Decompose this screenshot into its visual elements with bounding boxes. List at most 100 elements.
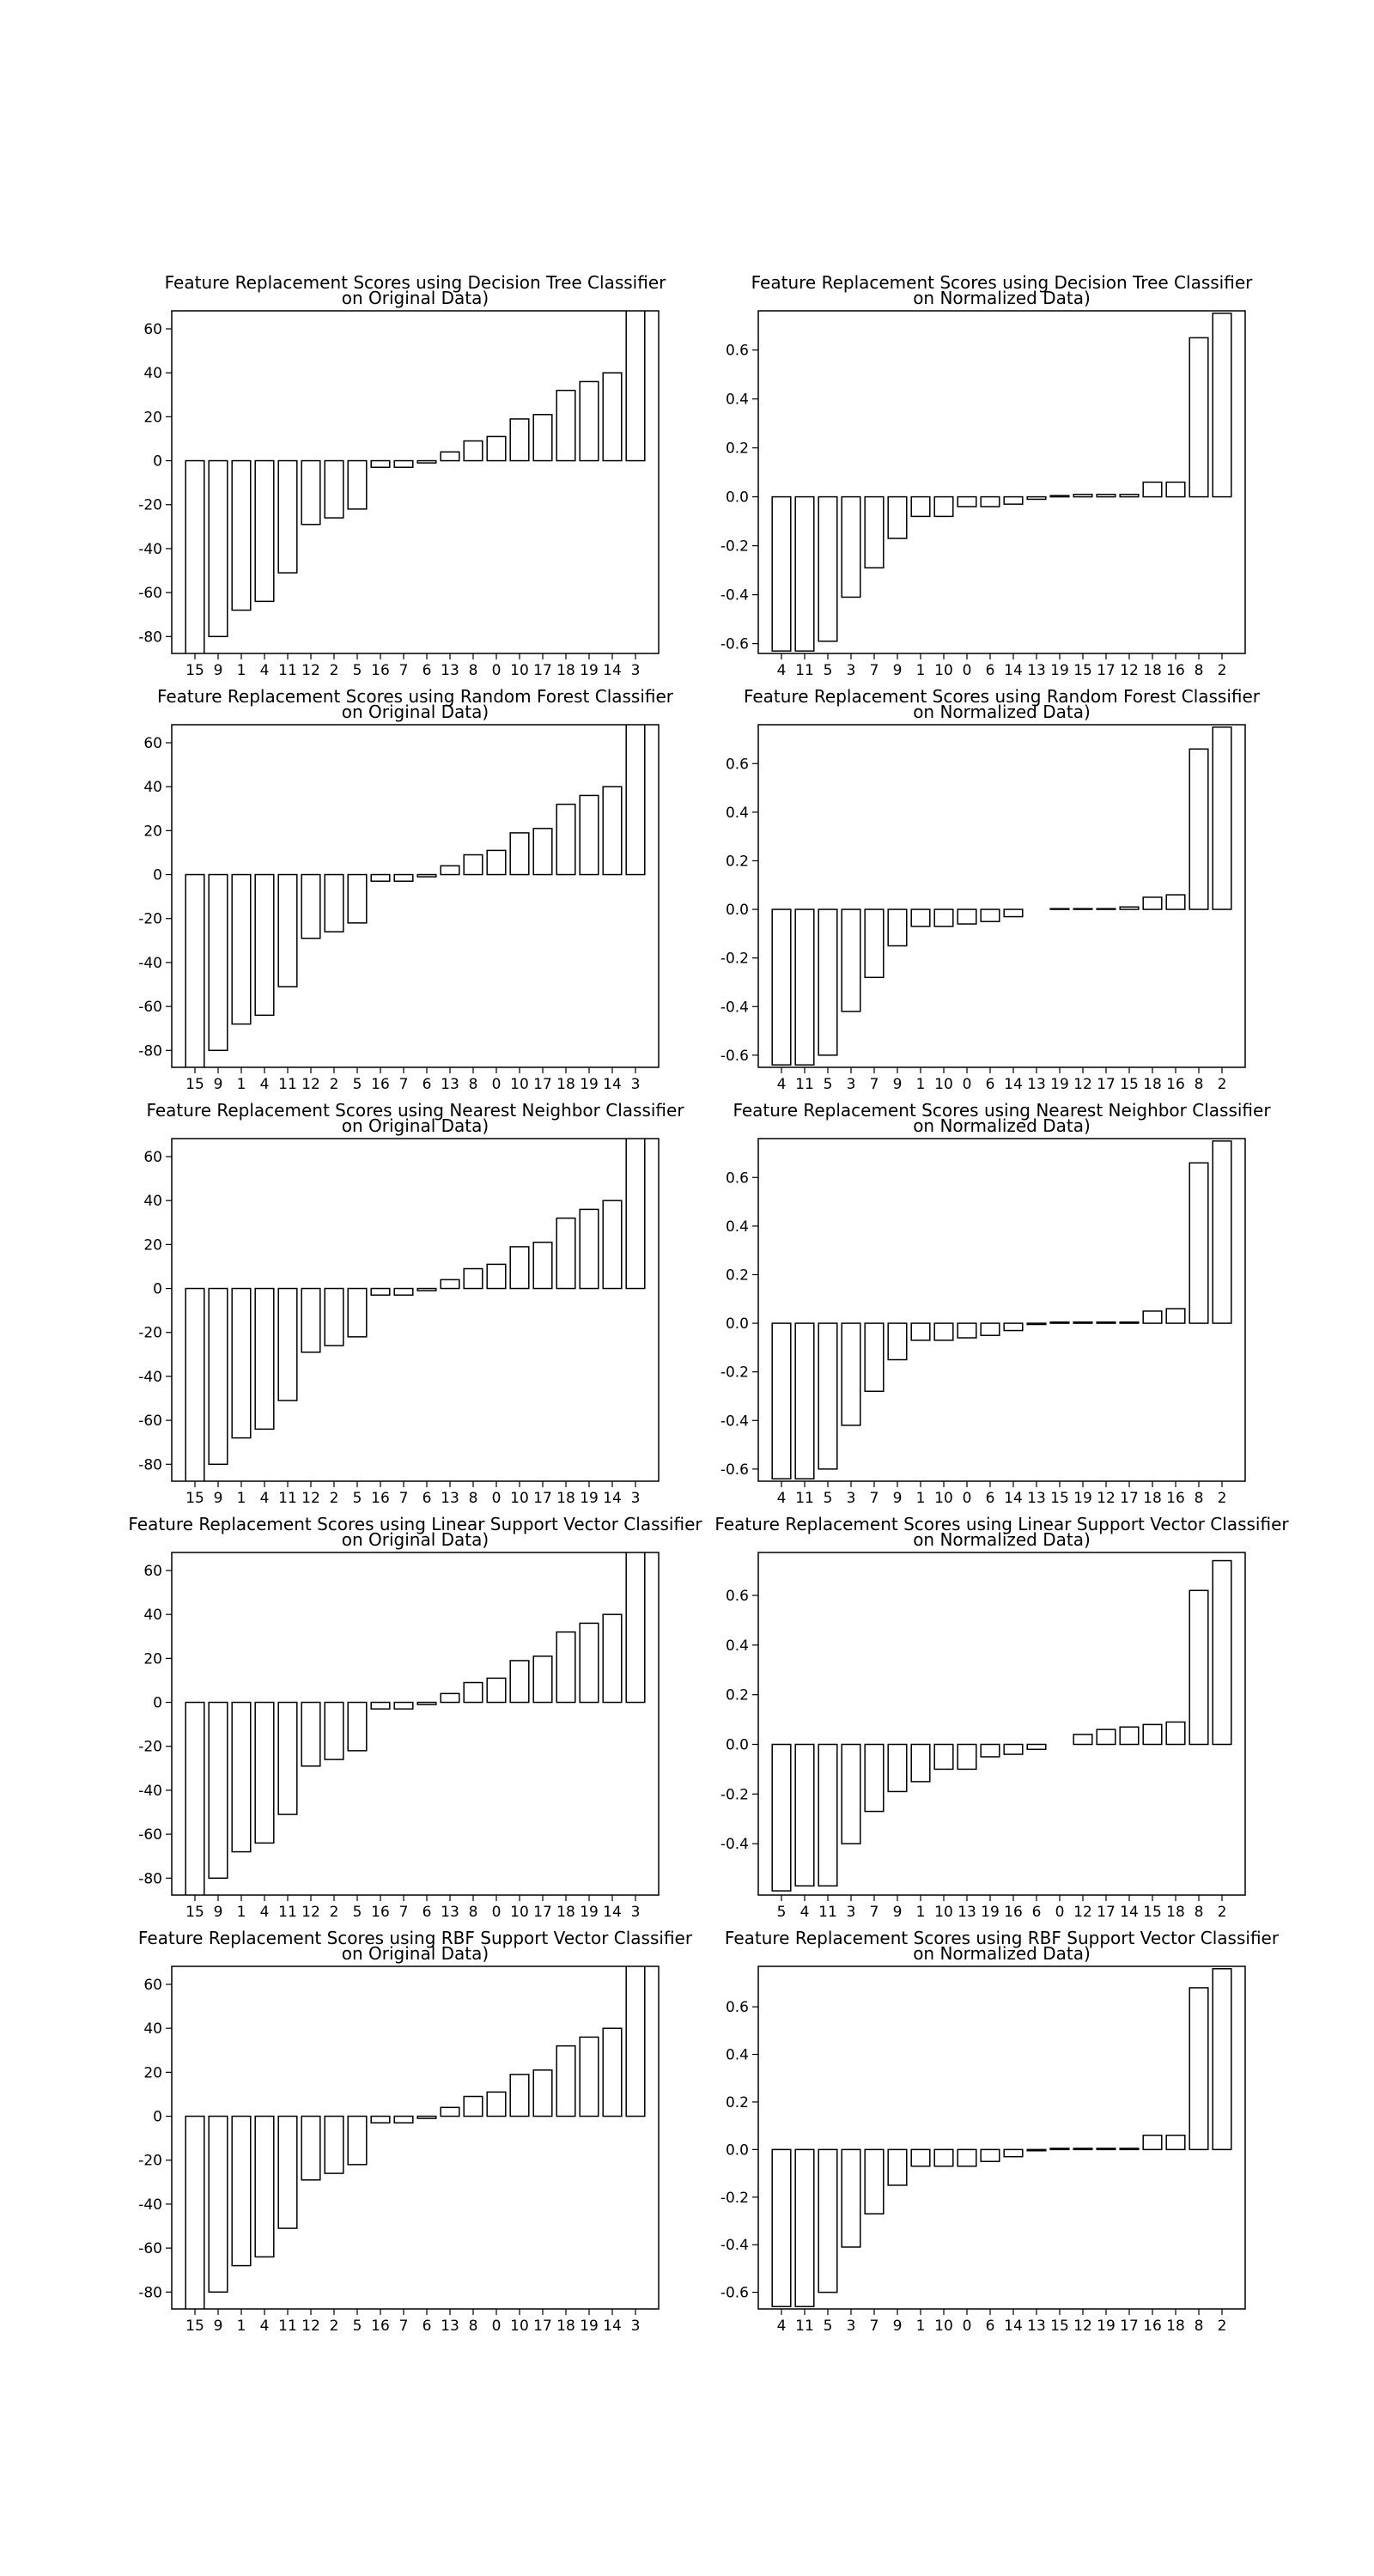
x-tick-label: 4 — [260, 1076, 270, 1093]
x-tick-label: 8 — [1195, 1076, 1204, 1093]
bar — [416, 459, 437, 464]
x-tick-label: 0 — [1055, 1904, 1065, 1921]
chart-title: Feature Replacement Scores using Linear … — [714, 1514, 1289, 1534]
y-tick-label: -0.6 — [720, 2285, 749, 2302]
bar — [841, 495, 861, 598]
x-tick-label: 15 — [1143, 1904, 1162, 1921]
x-tick-label: 15 — [185, 2318, 204, 2335]
x-tick-label: 0 — [492, 662, 502, 679]
y-tick-label: 0.2 — [726, 853, 749, 870]
bar — [208, 2115, 228, 2293]
bar — [370, 459, 391, 468]
bar — [1165, 2134, 1186, 2151]
y-tick-label: -40 — [138, 1369, 162, 1386]
chart: Feature Replacement Scores using RBF Sup… — [138, 1928, 693, 2335]
x-tick-label: 12 — [1073, 1076, 1092, 1093]
x-tick-label: 18 — [1143, 662, 1162, 679]
x-tick-label: 4 — [777, 2318, 787, 2335]
x-tick-label: 8 — [1195, 2318, 1204, 2335]
x-tick-label: 3 — [631, 2318, 641, 2335]
bar — [509, 1246, 530, 1290]
bar — [1212, 1140, 1232, 1324]
x-tick-label: 3 — [847, 1490, 856, 1507]
x-tick-label: 1 — [916, 1904, 926, 1921]
bar — [957, 908, 977, 925]
chart-title: Feature Replacement Scores using Decisio… — [751, 272, 1253, 293]
bar — [1165, 894, 1186, 910]
x-tick-label: 6 — [423, 1490, 432, 1507]
x-tick-label: 3 — [847, 1904, 856, 1921]
x-tick-label: 9 — [893, 1904, 903, 1921]
y-tick-label: 0.0 — [726, 489, 749, 507]
y-tick-label: 0.4 — [726, 1637, 749, 1655]
axes-frame — [171, 310, 660, 654]
y-tick-label: 0.4 — [726, 1218, 749, 1236]
bar — [794, 2148, 815, 2307]
bar — [277, 459, 298, 574]
bar — [1026, 495, 1047, 501]
x-tick-label: 2 — [330, 662, 339, 679]
chart: Feature Replacement Scores using Decisio… — [720, 272, 1253, 679]
chart-title: Feature Replacement Scores using Random … — [157, 686, 674, 707]
bar — [254, 1701, 275, 1844]
x-tick-label: 3 — [847, 662, 856, 679]
bar — [1212, 1968, 1232, 2151]
chart-title: on Normalized Data) — [913, 288, 1091, 308]
bar — [771, 908, 792, 1066]
bar — [416, 1701, 437, 1705]
bar — [980, 2148, 1000, 2162]
bar — [625, 725, 646, 876]
chart-title: Feature Replacement Scores using Linear … — [128, 1514, 702, 1534]
bar — [794, 1743, 815, 1887]
x-tick-label: 10 — [510, 662, 529, 679]
x-tick-label: 12 — [301, 1490, 320, 1507]
x-tick-label: 0 — [492, 1904, 502, 1921]
bar — [771, 495, 792, 652]
bar — [463, 1267, 483, 1290]
chart-title: on Normalized Data) — [913, 1529, 1091, 1550]
x-tick-label: 14 — [1004, 1490, 1023, 1507]
x-tick-label: 15 — [185, 1904, 204, 1921]
chart: Feature Replacement Scores using Linear … — [128, 1514, 702, 1921]
x-tick-label: 5 — [824, 1076, 833, 1093]
x-tick-label: 10 — [510, 2318, 529, 2335]
x-tick-label: 0 — [492, 1076, 502, 1093]
y-tick-label: -20 — [138, 1739, 162, 1756]
bars — [771, 1140, 1232, 1479]
x-tick-label: 9 — [893, 662, 903, 679]
x-tick-label: 5 — [777, 1904, 787, 1921]
chart-title: on Original Data) — [342, 1529, 489, 1550]
x-tick-label: 1 — [237, 1076, 246, 1093]
bar — [1119, 1726, 1140, 1746]
bar — [301, 2115, 321, 2181]
x-tick-label: 13 — [1027, 1490, 1046, 1507]
bar — [185, 1701, 205, 1895]
x-tick-label: 0 — [963, 662, 972, 679]
y-tick-label: -60 — [138, 2240, 162, 2257]
bar — [1142, 2134, 1163, 2151]
bar — [818, 495, 838, 642]
x-tick-label: 19 — [580, 1076, 599, 1093]
chart-title: Feature Replacement Scores using RBF Sup… — [138, 1928, 693, 1948]
x-tick-label: 18 — [1143, 1076, 1162, 1093]
bar — [794, 908, 815, 1066]
chart-title: on Normalized Data) — [913, 1115, 1091, 1136]
x-tick-label: 19 — [1073, 1490, 1092, 1507]
y-tick-label: -0.4 — [720, 1413, 749, 1430]
bar — [347, 873, 368, 924]
x-tick-label: 10 — [934, 662, 953, 679]
x-tick-label: 12 — [301, 662, 320, 679]
bar — [486, 2091, 507, 2117]
x-tick-label: 2 — [1218, 1490, 1227, 1507]
bar — [486, 1677, 507, 1704]
x-tick-label: 14 — [1120, 1904, 1139, 1921]
bar — [933, 495, 954, 518]
bar — [393, 2115, 414, 2123]
x-tick-label: 12 — [1073, 1904, 1092, 1921]
y-tick-label: -40 — [138, 955, 162, 972]
x-tick-label: 15 — [1120, 1076, 1139, 1093]
y-tick-label: -60 — [138, 1413, 162, 1430]
bar — [625, 311, 646, 462]
x-tick-label: 1 — [916, 1076, 926, 1093]
x-tick-label: 2 — [330, 1490, 339, 1507]
